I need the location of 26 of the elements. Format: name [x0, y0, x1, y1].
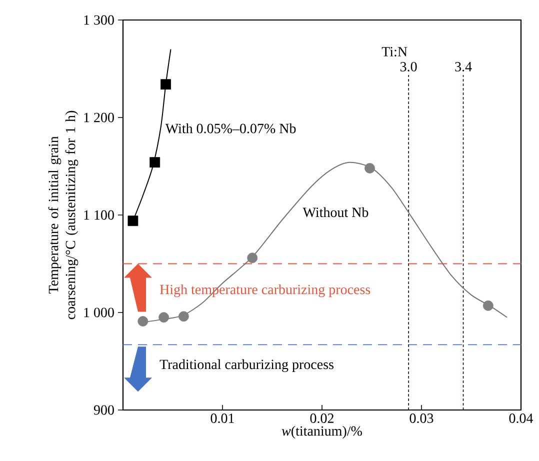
- point: [247, 252, 258, 264]
- point: [150, 157, 160, 168]
- annotation: 3.4: [455, 62, 472, 72]
- point: [160, 79, 171, 90]
- y-tick-label: 1 300: [84, 15, 114, 25]
- series-label: With 0.05%–0.07% Nb: [165, 123, 296, 134]
- x-tick-label: 0.04: [509, 414, 534, 424]
- x-tick-label: 0.01: [210, 414, 234, 424]
- y-tick-label: 1 000: [84, 308, 114, 318]
- y-tick-label: 1 200: [84, 112, 114, 122]
- point: [178, 311, 189, 322]
- annotation: Traditional carburizing process: [160, 359, 334, 372]
- y-tick-label: 1 100: [84, 210, 114, 220]
- annotation: Ti:N: [382, 47, 408, 56]
- y-axis-title: Temperature of initial grain coarsening/°C (austenitizing for 1 h): [48, 110, 78, 320]
- point: [482, 300, 494, 311]
- x-tick-label: 0.03: [410, 414, 434, 424]
- point: [364, 162, 375, 174]
- x-tick-label: 0.02: [310, 414, 334, 424]
- text: Without Nb: [302, 207, 368, 218]
- annotation: 3.0: [400, 62, 417, 72]
- y-tick-label: 900: [94, 405, 114, 415]
- point: [138, 316, 148, 326]
- point: [158, 312, 169, 323]
- x-axis-title: w(titanium)/%: [282, 426, 362, 439]
- point: [128, 216, 138, 226]
